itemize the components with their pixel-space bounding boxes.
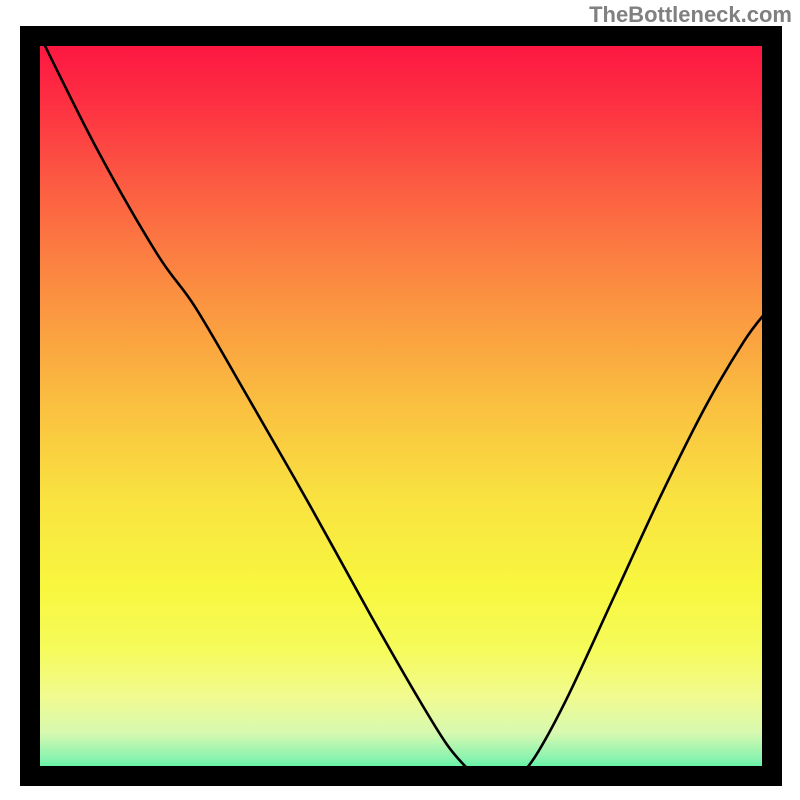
- optimal-marker: [482, 769, 510, 783]
- curve-path: [35, 26, 767, 783]
- chart-container: { "watermark": { "text": "TheBottleneck.…: [0, 0, 800, 800]
- watermark-text: TheBottleneck.com: [589, 2, 792, 28]
- bottleneck-curve: [20, 26, 782, 786]
- plot-area: [20, 26, 782, 786]
